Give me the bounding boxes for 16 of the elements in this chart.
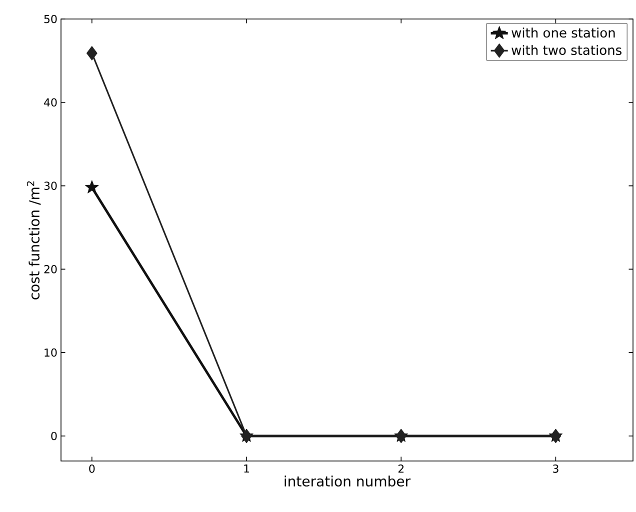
y-tick-label: 0 (51, 432, 57, 440)
y-tick-label: 40 (44, 98, 57, 107)
x-axis-title: interation number (284, 476, 411, 487)
legend-label: with two stations (512, 44, 622, 56)
legend-label: with one station (512, 28, 615, 38)
y-tick-label: 10 (44, 348, 57, 357)
y-axis-title: cost function /m$^{2}$ (26, 181, 41, 300)
x-tick-label: 3 (553, 464, 558, 473)
point (85, 180, 99, 194)
point (86, 46, 98, 60)
x-tick-label: 2 (398, 464, 404, 473)
y-tick-label: 30 (44, 182, 57, 190)
x-tick-label: 1 (244, 464, 249, 473)
x-tick-label: 0 (89, 464, 95, 473)
y-tick-label: 50 (44, 14, 57, 24)
y-tick-label: 20 (44, 265, 57, 274)
